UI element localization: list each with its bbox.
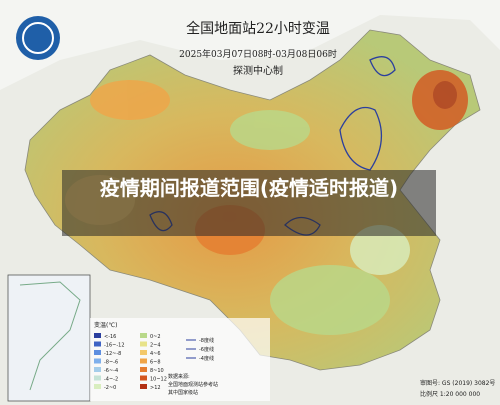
legend-swatch: [94, 341, 101, 347]
legend-swatch: [140, 358, 147, 364]
legend-title: 变温(℃): [94, 321, 117, 329]
legend-swatch: [140, 333, 147, 338]
title: 全国地面站22小时变温: [186, 20, 330, 37]
note: 数据来源:: [168, 373, 190, 380]
legend-swatch: [94, 333, 101, 338]
legend-label: -16~-12: [104, 343, 125, 349]
legend-swatch: [94, 367, 101, 372]
producer: 探测中心制: [233, 64, 283, 77]
legend-label: 8~10: [150, 368, 164, 374]
legend-swatch: [94, 384, 101, 389]
note: 其中国家级站: [168, 389, 198, 396]
legend-line-label: -4度线: [199, 355, 214, 362]
legend-swatch: [94, 350, 101, 355]
legend-label: >12: [150, 385, 161, 391]
approval: 审图号: GS (2019) 3082号: [420, 379, 495, 387]
overlay-text: 疫情期间报道范围(疫情适时报道): [99, 176, 399, 200]
legend-label: -8~-6: [104, 360, 118, 366]
legend-box: [90, 318, 270, 401]
inset-map: [7, 274, 91, 402]
legend-label: -4~-2: [104, 377, 118, 383]
legend: 变温(℃) <-16 -16~-12 -12~-8 -8~-6 -6~-4 -4~-2 -2~…: [90, 318, 270, 401]
legend-label: -2~0: [104, 385, 116, 391]
legend-label: 2~4: [150, 343, 161, 349]
overlay-box: 疫情期间报道范围(疫情适时报道): [99, 176, 399, 200]
subtitle: 2025年03月07日08时-03月08日06时: [179, 48, 337, 60]
logo-ring: [22, 22, 54, 54]
note: 全国地面观测站参考站: [168, 381, 218, 388]
scale: 比例尺 1:20 000 000: [420, 390, 480, 398]
legend-label: -6~-4: [104, 368, 118, 374]
legend-swatch: [140, 341, 147, 347]
legend-label: 10~12: [150, 377, 167, 383]
overlay-band: [62, 170, 436, 236]
legend-swatch: [94, 375, 101, 381]
legend-swatch: [140, 350, 147, 355]
legend-label: 6~8: [150, 360, 161, 366]
inset-coast: [19, 281, 81, 391]
legend-swatch: [94, 358, 101, 364]
legend-label: <-16: [104, 334, 116, 340]
legend-label: 0~2: [150, 334, 161, 340]
legend-swatch: [140, 375, 147, 381]
legend-label: 4~6: [150, 351, 161, 357]
legend-swatch: [140, 384, 147, 389]
legend-label: -12~-8: [104, 351, 121, 357]
legend-swatch: [140, 367, 147, 372]
legend-line-label: -8度线: [199, 337, 214, 344]
legend-line-label: -6度线: [199, 346, 214, 353]
